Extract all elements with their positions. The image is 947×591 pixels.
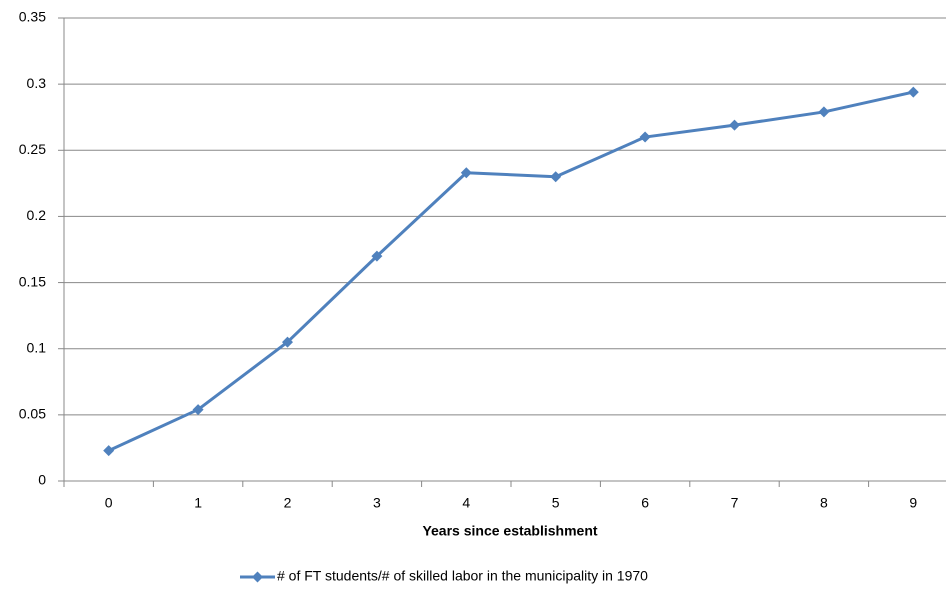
y-tick-label: 0 (38, 472, 46, 488)
x-tick-label: 1 (194, 495, 202, 511)
data-point (550, 171, 562, 183)
data-point (818, 106, 830, 118)
data-point (282, 336, 293, 348)
data-point (460, 167, 472, 179)
legend-label: # of FT students/# of skilled labor in t… (277, 568, 648, 584)
data-point (371, 250, 383, 262)
data-point (103, 445, 115, 457)
y-tick-label: 0.1 (27, 339, 47, 355)
data-point (192, 404, 204, 416)
x-tick-label: 9 (909, 495, 917, 511)
y-tick-label: 0.25 (19, 141, 46, 157)
series-line (108, 90, 914, 452)
x-tick-label: 8 (820, 495, 828, 511)
y-tick-label: 0.3 (27, 75, 47, 91)
x-tick-label: 0 (105, 495, 113, 511)
data-point (907, 86, 919, 98)
y-tick-label: 0.35 (19, 9, 46, 25)
x-tick-label: 5 (552, 495, 560, 511)
y-tick-label: 0.15 (19, 273, 46, 289)
x-tick-label: 4 (462, 495, 470, 511)
x-tick-label: 2 (284, 495, 292, 511)
x-tick-label: 6 (641, 495, 649, 511)
x-tick-label: 3 (373, 495, 381, 511)
data-point (639, 131, 651, 143)
y-tick-label: 0.2 (27, 207, 47, 223)
x-tick-label: 7 (731, 495, 739, 511)
x-axis-title: Years since establishment (422, 523, 597, 539)
data-point (729, 119, 740, 131)
legend-marker (252, 571, 263, 583)
y-tick-label: 0.05 (19, 406, 46, 422)
